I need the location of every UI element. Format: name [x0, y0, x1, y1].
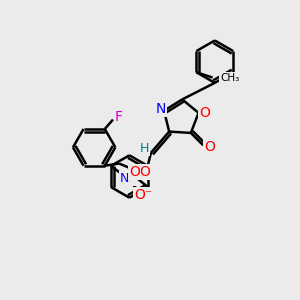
- Text: O: O: [204, 140, 215, 154]
- Text: F: F: [115, 110, 123, 124]
- Text: O: O: [140, 165, 150, 179]
- Text: N⁺: N⁺: [120, 172, 136, 185]
- Text: O: O: [199, 106, 210, 120]
- Text: O: O: [129, 165, 140, 179]
- Text: N: N: [155, 102, 166, 116]
- Text: O⁻: O⁻: [134, 188, 152, 202]
- Text: H: H: [140, 142, 149, 154]
- Text: CH₃: CH₃: [220, 73, 239, 82]
